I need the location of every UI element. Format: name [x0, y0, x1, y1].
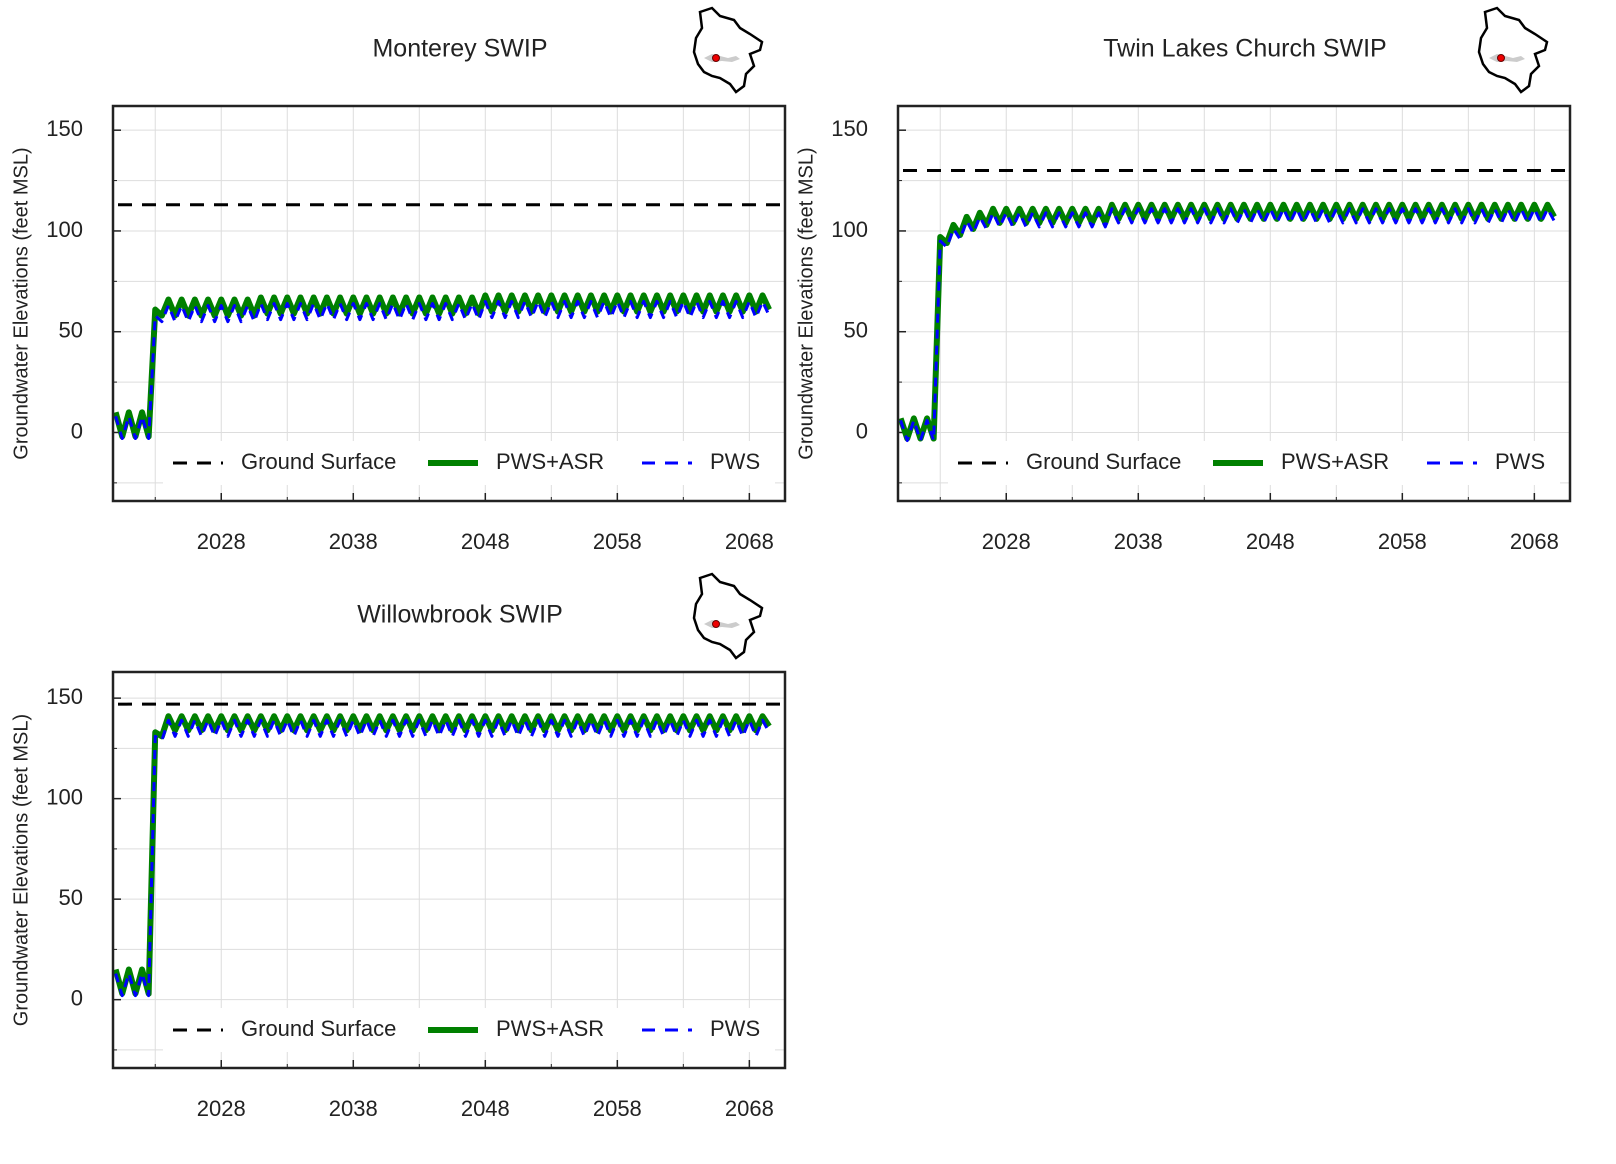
x-tick-label: 2048	[461, 529, 510, 554]
frame	[111, 670, 787, 1070]
y-tick-label: 150	[46, 684, 83, 709]
y-tick-label: 150	[46, 116, 83, 141]
y-tick-label: 100	[46, 217, 83, 242]
legend-label: Ground Surface	[1026, 449, 1181, 474]
chart-title: Monterey SWIP	[372, 35, 547, 63]
series-line	[112, 292, 772, 440]
inset-map	[1477, 6, 1549, 94]
frame	[111, 104, 787, 503]
legend-label: PWS+ASR	[496, 449, 604, 474]
y-tick-label: 50	[59, 318, 83, 343]
x-tick-label: 2058	[593, 1096, 642, 1121]
series-line	[897, 201, 1557, 442]
y-axis-label: Groundwater Elevations (feet MSL)	[10, 714, 32, 1026]
inset-map	[692, 6, 764, 94]
legend-label: Ground Surface	[241, 1016, 396, 1041]
legend-label: PWS+ASR	[1281, 449, 1389, 474]
frame	[896, 104, 1572, 503]
y-tick-label: 50	[59, 885, 83, 910]
x-tick-label: 2058	[593, 529, 642, 554]
y-tick-label: 0	[71, 985, 83, 1010]
y-axis-label: Groundwater Elevations (feet MSL)	[795, 147, 817, 459]
y-tick-label: 0	[856, 418, 868, 443]
y-axis-label: Groundwater Elevations (feet MSL)	[10, 147, 32, 459]
x-tick-label: 2028	[197, 1096, 246, 1121]
x-tick-label: 2068	[1510, 529, 1559, 554]
x-tick-label: 2048	[1246, 529, 1295, 554]
x-tick-label: 2068	[725, 529, 774, 554]
inset-map	[692, 572, 764, 660]
chart-title: Willowbrook SWIP	[357, 601, 563, 629]
y-tick-label: 50	[844, 318, 868, 343]
series-line	[899, 207, 1556, 443]
x-tick-label: 2038	[329, 1096, 378, 1121]
x-tick-label: 2028	[982, 529, 1031, 554]
y-tick-label: 150	[831, 116, 868, 141]
legend-label: PWS	[1495, 449, 1545, 474]
legend-label: PWS	[710, 449, 760, 474]
legend-label: PWS+ASR	[496, 1016, 604, 1041]
x-tick-label: 2028	[197, 529, 246, 554]
x-tick-label: 2068	[725, 1096, 774, 1121]
x-tick-label: 2038	[329, 529, 378, 554]
series-line	[112, 713, 772, 997]
x-tick-label: 2038	[1114, 529, 1163, 554]
series-line	[114, 718, 771, 998]
legend-label: Ground Surface	[241, 449, 396, 474]
y-tick-label: 0	[71, 418, 83, 443]
x-tick-label: 2058	[1378, 529, 1427, 554]
legend-label: PWS	[710, 1016, 760, 1041]
y-tick-label: 100	[46, 784, 83, 809]
plot-area	[113, 672, 785, 1068]
chart-title: Twin Lakes Church SWIP	[1103, 35, 1386, 63]
y-tick-label: 100	[831, 217, 868, 242]
x-tick-label: 2048	[461, 1096, 510, 1121]
